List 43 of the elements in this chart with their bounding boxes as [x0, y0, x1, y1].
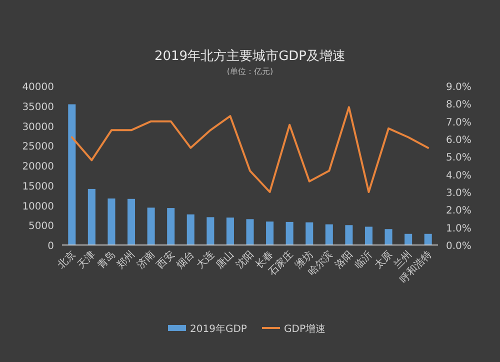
- y2-tick-label: 8.0%: [446, 100, 472, 111]
- bar: [424, 234, 432, 245]
- y2-tick-label: 9.0%: [446, 82, 472, 93]
- bar: [384, 229, 392, 245]
- bar: [167, 208, 175, 245]
- chart-title: 2019年北方主要城市GDP及增速: [154, 48, 346, 64]
- bar: [88, 188, 96, 245]
- y-tick-label: 15000: [22, 181, 54, 192]
- bar: [404, 234, 412, 245]
- x-tick-label: 太原: [372, 248, 395, 272]
- bar: [226, 218, 234, 245]
- legend-label: GDP增速: [284, 323, 326, 335]
- y-tick-label: 40000: [22, 82, 54, 93]
- y2-tick-label: 0.0%: [446, 241, 472, 252]
- bar: [345, 225, 353, 245]
- bar: [266, 222, 274, 245]
- bar: [325, 224, 333, 245]
- bar: [186, 214, 194, 245]
- bar: [306, 222, 314, 245]
- y2-tick-label: 1.0%: [446, 223, 472, 234]
- y-tick-label: 35000: [22, 102, 54, 113]
- bar: [108, 198, 116, 245]
- legend-label: 2019年GDP: [190, 323, 247, 335]
- bar: [246, 219, 254, 245]
- y-tick-label: 0: [48, 241, 54, 252]
- y2-tick-label: 4.0%: [446, 170, 472, 182]
- y-tick-label: 10000: [22, 201, 54, 212]
- y2-tick-label: 3.0%: [446, 188, 472, 199]
- bar: [206, 217, 214, 245]
- y2-tick-label: 2.0%: [446, 206, 472, 217]
- bar: [286, 222, 294, 245]
- bar: [147, 208, 155, 245]
- y-tick-label: 5000: [28, 221, 54, 232]
- y2-tick-label: 7.0%: [446, 117, 472, 128]
- bar: [364, 226, 372, 245]
- y-tick-label: 20000: [22, 162, 54, 172]
- y2-tick-label: 5.0%: [446, 152, 472, 164]
- bar: [68, 104, 76, 245]
- chart-subtitle: (单位：亿元): [226, 67, 274, 76]
- y-tick-label: 25000: [22, 142, 54, 153]
- y-tick-label: 30000: [22, 122, 54, 133]
- y2-tick-label: 6.0%: [446, 135, 472, 146]
- bar: [128, 198, 136, 245]
